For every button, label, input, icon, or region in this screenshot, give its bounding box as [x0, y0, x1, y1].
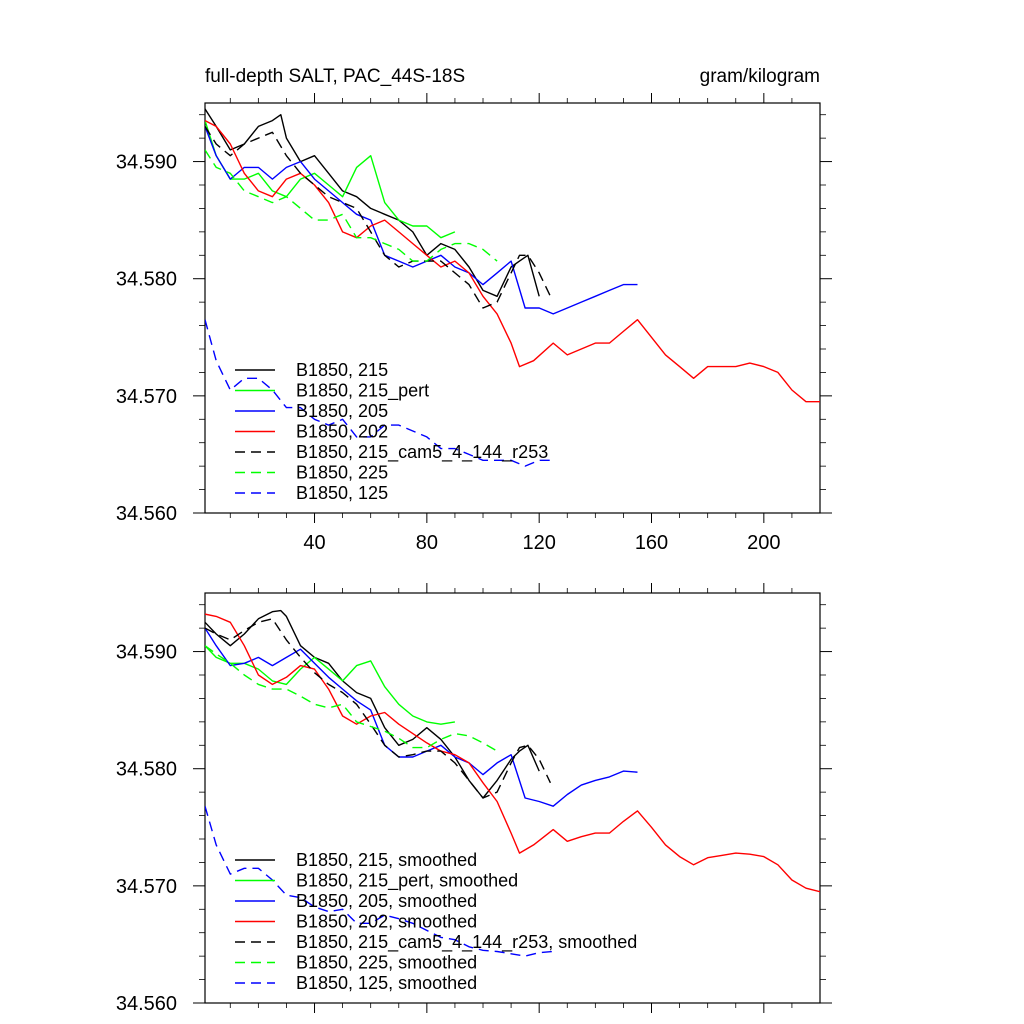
legend-label: B1850, 125 [296, 483, 388, 503]
x-tick-label: 200 [747, 532, 780, 554]
y-tick-label: 34.590 [116, 642, 177, 664]
series-line-4 [205, 126, 552, 309]
bottom-panel: 34.560 34.570 34.580 34.590 B1850, 215, smoo… [116, 583, 832, 1015]
legend-label: B1850, 225, smoothed [296, 953, 477, 973]
y-tick-label: 34.560 [116, 993, 177, 1015]
series-line-5 [205, 149, 498, 262]
legend-label: B1850, 225 [296, 463, 388, 483]
legend-label: B1850, 202 [296, 422, 388, 442]
legend-label: B1850, 215_pert [296, 381, 429, 402]
legend-label: B1850, 215 [296, 360, 388, 380]
series-line-0 [205, 108, 540, 297]
y-tick-label: 34.580 [116, 269, 177, 291]
legend-label: B1850, 215_pert, smoothed [296, 871, 518, 892]
plot-frame [204, 592, 821, 1004]
legend-label: B1850, 215_cam5_4_144_r253 [296, 442, 548, 463]
plot-frame [204, 102, 821, 514]
series-line-2 [205, 627, 638, 807]
legend-label: B1850, 205 [296, 401, 388, 421]
legend-label: B1850, 215_cam5_4_144_r253, smoothed [296, 932, 637, 953]
y-tick-label: 34.560 [116, 503, 177, 525]
series-line-4 [205, 618, 552, 799]
legend-label: B1850, 202, smoothed [296, 912, 477, 932]
series-line-5 [205, 645, 498, 752]
chart-units: gram/kilogram [700, 66, 820, 87]
legend-label: B1850, 215, smoothed [296, 850, 477, 870]
y-tick-label: 34.590 [116, 152, 177, 174]
x-tick-label: 40 [303, 532, 325, 554]
series-line-1 [205, 120, 456, 239]
chart-title: full-depth SALT, PAC_44S-18S [205, 66, 465, 87]
series-line-2 [205, 126, 638, 315]
legend-label: B1850, 205, smoothed [296, 891, 477, 911]
x-tick-label: 80 [416, 532, 438, 554]
top-panel: 40 80 120 160 200 34.560 34.570 34.580 34.590 B18… [116, 93, 832, 554]
series-line-6 [205, 806, 554, 957]
y-tick-label: 34.580 [116, 759, 177, 781]
x-tick-label: 120 [522, 532, 555, 554]
series-line-3 [205, 119, 820, 403]
y-tick-label: 34.570 [116, 876, 177, 898]
y-tick-label: 34.570 [116, 386, 177, 408]
series-line-3 [205, 613, 820, 893]
legend-label: B1850, 125, smoothed [296, 973, 477, 993]
x-tick-label: 160 [635, 532, 668, 554]
series-line-0 [205, 609, 540, 799]
series-line-6 [205, 319, 554, 467]
